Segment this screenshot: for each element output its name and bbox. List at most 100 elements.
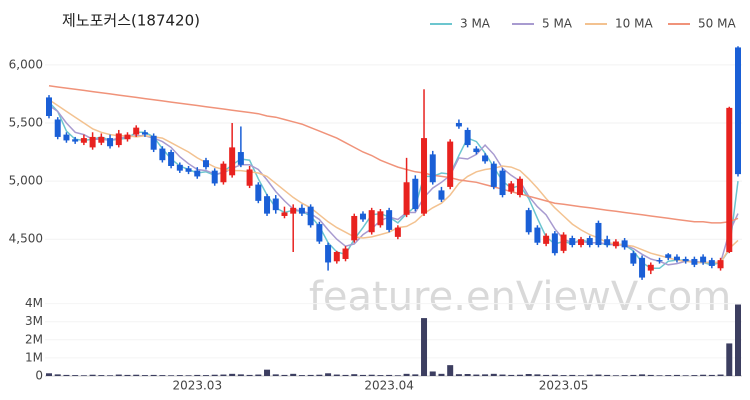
candle-body (194, 170, 201, 177)
legend-item: 10 MA (585, 17, 653, 31)
candle-body (708, 260, 715, 266)
volume-bar (325, 373, 332, 376)
candle-body (377, 211, 384, 226)
volume-bar (569, 374, 576, 376)
volume-bar (46, 373, 52, 376)
volume-bar (202, 375, 209, 376)
volume-bar (482, 374, 489, 376)
candle-body (72, 139, 79, 142)
volume-bar (499, 374, 506, 376)
volume-bar (185, 375, 192, 376)
volume-bar (368, 374, 375, 376)
candle-body (665, 254, 672, 258)
candle-body (246, 169, 253, 186)
volume-bar (534, 374, 541, 376)
volume-bar (377, 375, 384, 376)
candle-body (560, 234, 567, 251)
volume-bar (307, 374, 314, 376)
candle-body (682, 258, 689, 262)
candle-body (115, 133, 122, 146)
volume-bar (168, 375, 175, 376)
candle-body (612, 241, 619, 247)
volume-bar (194, 374, 201, 376)
candle-body (639, 257, 646, 278)
candle-body (220, 163, 227, 183)
volume-bar (394, 375, 401, 376)
volume-bar (255, 374, 262, 376)
volume-bar (665, 375, 672, 376)
candle-body (586, 238, 593, 246)
volume-bar (229, 373, 236, 376)
candle-body (516, 178, 523, 196)
volume-bar (673, 374, 680, 376)
volume-bar (316, 374, 323, 376)
legend-label: 5 MA (542, 17, 573, 31)
candle-body (298, 207, 305, 214)
candle-body (438, 190, 445, 200)
candle-body (473, 148, 480, 153)
candle-body (333, 251, 340, 262)
candle-body (290, 207, 297, 214)
candle-body (482, 155, 489, 162)
volume-bar (290, 373, 297, 376)
candle-body (229, 147, 236, 176)
volume-bar (176, 375, 183, 376)
volume-tick-label: 1M (25, 350, 43, 364)
volume-bar (578, 375, 585, 376)
volume-bar (604, 374, 611, 376)
volume-bar (333, 374, 340, 376)
candle-body (673, 256, 680, 261)
volume-bar (133, 374, 140, 376)
candle-body (80, 138, 87, 143)
candle-body (264, 196, 271, 214)
candle-body (141, 132, 148, 135)
candle-body (46, 97, 52, 117)
volume-bar (708, 374, 715, 376)
candle-body (421, 138, 428, 214)
candle-body (351, 215, 358, 241)
candle-body (735, 47, 741, 175)
candle-body (630, 253, 637, 264)
candle-body (237, 152, 244, 165)
volume-bar (726, 343, 733, 376)
candle-body (202, 160, 209, 168)
y-tick-label: 5,500 (9, 115, 43, 129)
candle-body (447, 141, 454, 187)
volume-bar (89, 374, 96, 376)
candle-body (569, 238, 576, 246)
candle-body (700, 256, 707, 263)
candle-body (394, 227, 401, 237)
volume-bar (159, 375, 166, 376)
volume-bar (359, 374, 366, 376)
volume-bar (682, 375, 689, 376)
volume-bar (342, 374, 349, 376)
candle-body (455, 122, 462, 127)
candle-body (429, 154, 436, 183)
volume-bar (516, 374, 523, 376)
candle-body (150, 135, 157, 150)
candle-body (211, 170, 218, 184)
legend-label: 10 MA (615, 17, 653, 31)
volume-bar (412, 374, 419, 376)
candle-body (551, 233, 558, 254)
candle-body (499, 170, 506, 196)
volume-bar (63, 374, 70, 376)
candle-body (595, 222, 602, 246)
volume-bar (141, 375, 148, 376)
candle-body (63, 134, 70, 141)
legend-item: 3 MA (430, 17, 491, 31)
volume-bar (421, 318, 428, 376)
candle-body (464, 129, 471, 146)
volume-bar (656, 375, 663, 376)
volume-bar (595, 374, 602, 376)
volume-bar (700, 374, 707, 376)
volume-tick-label: 4M (25, 296, 43, 310)
candle-body (133, 127, 140, 135)
volume-bar (429, 371, 436, 376)
volume-bar (525, 374, 532, 376)
candle-body (159, 148, 166, 161)
candle-body (534, 227, 541, 243)
candle-body (89, 136, 96, 148)
x-tick-label: 2023.05 (539, 379, 589, 393)
volume-bar (612, 375, 619, 376)
